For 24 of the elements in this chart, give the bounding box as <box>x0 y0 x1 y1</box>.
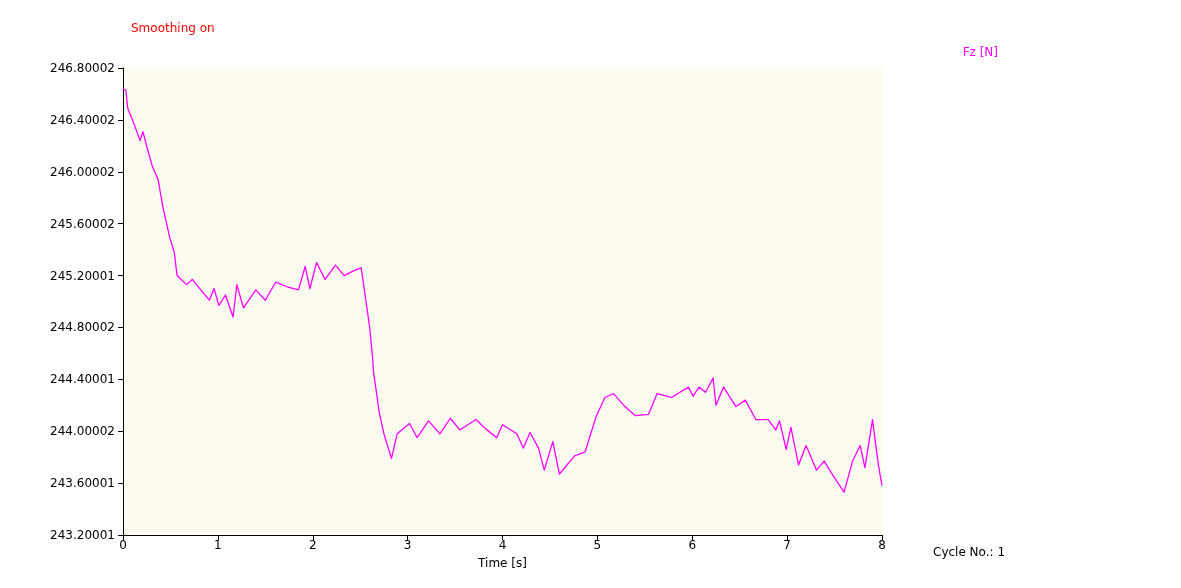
text: Smoothing on <box>131 21 215 35</box>
x-tick-label: 7 <box>783 538 791 552</box>
x-tick-label: 3 <box>403 538 412 552</box>
y-tick-label: 244.00002 <box>50 424 115 439</box>
x-tick-label: 0 <box>119 538 127 552</box>
x-tick-label: 8 <box>878 538 886 552</box>
x-tick-label: 5 <box>593 538 602 552</box>
text: Cycle No.: 1 <box>933 545 1006 559</box>
y-tick-label: 243.20001 <box>50 528 115 542</box>
x-tick-label: 1 <box>214 538 222 552</box>
y-tick-label: 245.20001 <box>50 268 115 283</box>
line-series <box>122 88 883 493</box>
y-tick-label: 246.00002 <box>50 164 115 179</box>
x-tick-label: 2 <box>308 538 317 552</box>
y-tick-label: 244.40001 <box>50 372 115 387</box>
y-tick-label: 246.40002 <box>50 112 115 127</box>
y-tick-label: 244.80002 <box>50 320 115 335</box>
text: Fz [N] <box>962 45 998 59</box>
x-tick-label: 6 <box>688 538 697 552</box>
x-tick-label: 4 <box>498 538 507 552</box>
y-tick-label: 245.60002 <box>50 216 115 231</box>
y-tick-label: 246.80002 <box>50 61 115 75</box>
y-tick-label: 243.60001 <box>50 476 115 491</box>
x-axis-title: Time [s] <box>477 556 527 570</box>
